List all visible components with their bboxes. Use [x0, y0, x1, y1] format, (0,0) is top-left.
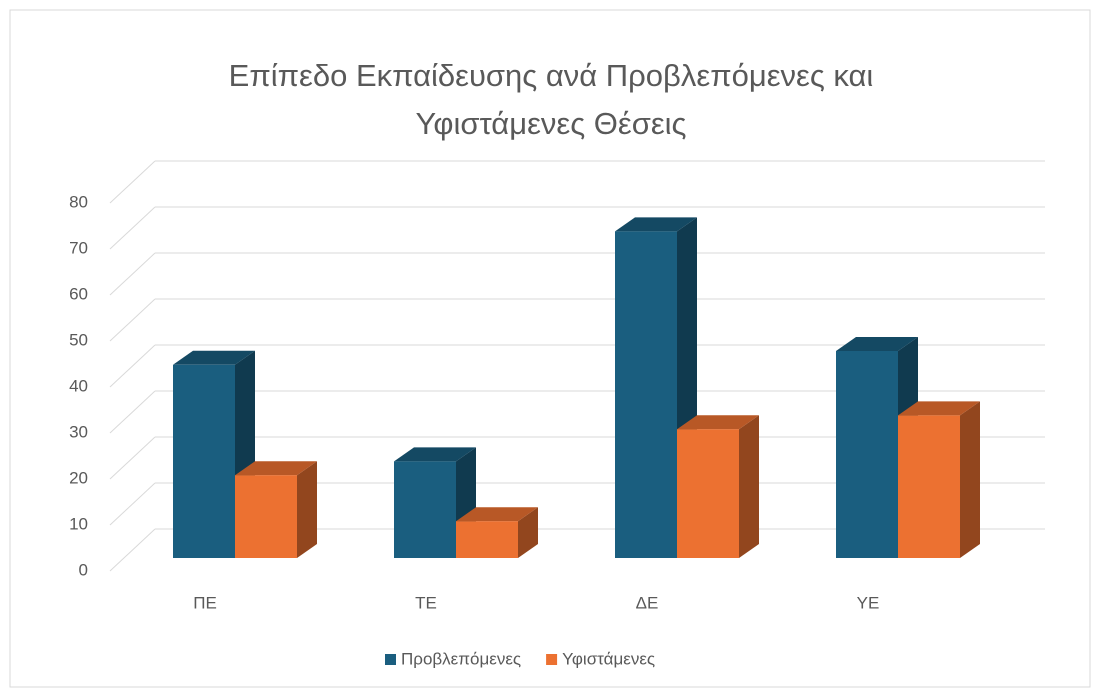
grid-line-depth: [109, 482, 156, 526]
grid-line-depth: [109, 252, 156, 296]
grid-line-depth: [109, 528, 156, 572]
x-tick-label: ΔΕ: [636, 593, 659, 612]
legend-label: Προβλεπόμενες: [401, 649, 521, 668]
y-tick-label: 30: [69, 422, 88, 441]
bar-top: [898, 401, 980, 416]
bar: [394, 461, 456, 558]
grid-line-depth: [109, 436, 156, 480]
grid-line-depth: [109, 344, 156, 388]
legend-swatch: [546, 654, 558, 665]
bar: [235, 475, 297, 558]
bar-side: [739, 415, 759, 558]
bar-top: [615, 217, 697, 232]
grid-line-depth: [109, 298, 156, 342]
bar: [898, 415, 960, 558]
bar-top: [235, 461, 317, 476]
y-tick-label: 0: [79, 560, 88, 579]
y-tick-label: 50: [69, 330, 88, 349]
bar-side: [518, 507, 538, 558]
y-tick-label: 20: [69, 468, 88, 487]
x-tick-label: ΠΕ: [193, 593, 217, 612]
grid-line-depth: [109, 160, 156, 204]
y-tick-label: 40: [69, 376, 88, 395]
y-tick-label: 70: [69, 238, 88, 257]
bar: [677, 429, 739, 558]
grid-line-depth: [109, 206, 156, 250]
legend-swatch: [385, 654, 396, 665]
y-tick-label: 60: [69, 284, 88, 303]
chart-title: Επίπεδο Εκπαίδευσης ανά Προβλεπόμενες κα…: [228, 58, 874, 141]
legend-label: Υφιστάμενες: [562, 649, 655, 668]
bar: [456, 521, 518, 558]
grid-line-depth: [109, 390, 156, 434]
bar: [836, 351, 898, 558]
x-tick-label: ΤΕ: [415, 593, 437, 612]
bar-top: [836, 337, 918, 351]
bar-top: [677, 415, 759, 430]
y-tick-label: 80: [69, 192, 88, 211]
y-tick-label: 10: [69, 514, 88, 533]
bar: [615, 231, 677, 558]
bar: [173, 364, 235, 558]
bar-side: [960, 401, 980, 558]
bar-top: [456, 507, 538, 522]
x-tick-label: ΥΕ: [857, 593, 880, 612]
bar-side: [297, 461, 317, 558]
bar-top: [394, 447, 476, 462]
bar-top: [173, 350, 255, 365]
